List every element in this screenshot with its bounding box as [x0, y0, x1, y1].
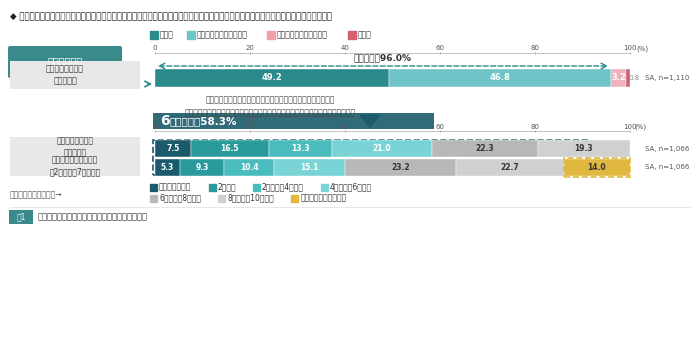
Text: 「減った」96.0%: 「減った」96.0% — [354, 53, 412, 62]
Text: 9.3: 9.3 — [195, 163, 209, 172]
Text: 16.5: 16.5 — [220, 144, 239, 153]
Text: 6: 6 — [160, 114, 169, 128]
Bar — [150, 184, 157, 191]
Bar — [432, 140, 538, 157]
Bar — [291, 195, 298, 202]
Bar — [155, 140, 190, 157]
Bar — [224, 159, 274, 176]
Text: 40: 40 — [341, 45, 349, 51]
Text: 0.8: 0.8 — [628, 75, 640, 81]
Bar — [332, 140, 432, 157]
Text: 人と直接対面するコミュニケーション機会の減少: 人と直接対面するコミュニケーション機会の減少 — [38, 213, 148, 221]
Text: どちらかといえば減った: どちらかといえば減った — [197, 31, 247, 39]
Text: (%): (%) — [634, 124, 646, 130]
Bar — [150, 31, 158, 39]
Text: 60: 60 — [435, 124, 444, 130]
FancyBboxPatch shape — [8, 46, 122, 78]
Text: 49.2: 49.2 — [262, 73, 282, 83]
Text: 20: 20 — [246, 45, 254, 51]
Text: SA, n=1,066: SA, n=1,066 — [645, 146, 690, 152]
Text: SA, n=1,110: SA, n=1,110 — [645, 75, 690, 81]
Bar — [456, 159, 564, 176]
Text: 100: 100 — [623, 124, 637, 130]
Text: SA, n=1,066: SA, n=1,066 — [645, 164, 690, 171]
Bar — [538, 140, 629, 157]
Text: 22.3: 22.3 — [475, 144, 494, 153]
FancyBboxPatch shape — [153, 113, 434, 129]
Text: 60: 60 — [435, 45, 444, 51]
Text: 20: 20 — [246, 117, 254, 123]
Text: 15.1: 15.1 — [300, 163, 319, 172]
Bar — [626, 69, 630, 87]
Text: 直接人と対面: 直接人と対面 — [48, 56, 83, 66]
Text: 図1: 図1 — [16, 213, 26, 221]
FancyBboxPatch shape — [10, 137, 140, 157]
Bar — [347, 31, 356, 39]
Bar — [321, 184, 328, 191]
Text: コロナ禍以前に戻った: コロナ禍以前に戻った — [300, 193, 346, 203]
Text: 40: 40 — [341, 124, 349, 130]
Bar — [190, 140, 269, 157]
Text: 23.2: 23.2 — [391, 163, 410, 172]
Text: 緊急事態宣言中に直接人と対面するコミュニケーション機会が
「減った」または「どちらかといえば減った」人を対象に、その減少度合いを確認: 緊急事態宣言中に直接人と対面するコミュニケーション機会が 「減った」または「どち… — [184, 95, 356, 117]
Bar — [269, 140, 332, 157]
Bar — [253, 184, 260, 191]
FancyBboxPatch shape — [9, 210, 33, 224]
Text: 緊急事態宣言中の
増減の有無: 緊急事態宣言中の 増減の有無 — [46, 64, 84, 86]
Text: 2割以上〜4割未満: 2割以上〜4割未満 — [262, 183, 304, 191]
Text: 緊急事態宣言解除から
約2か月後（7月時点）: 緊急事態宣言解除から 約2か月後（7月時点） — [50, 155, 101, 177]
Bar — [186, 31, 195, 39]
Bar — [180, 159, 224, 176]
Bar — [267, 31, 275, 39]
Text: 22.7: 22.7 — [500, 163, 519, 172]
Text: 8割以上〜10割未満: 8割以上〜10割未満 — [228, 193, 274, 203]
Text: コロナ禍以前と比べて→: コロナ禍以前と比べて→ — [10, 190, 62, 199]
Text: 80: 80 — [531, 124, 540, 130]
Text: 3.2: 3.2 — [611, 73, 626, 83]
Bar — [564, 159, 630, 176]
Text: 割未満計：58.3%: 割未満計：58.3% — [169, 116, 237, 126]
Text: ◆ あなたが職場や学校、外出先などで直接人と対面するコミュニケーション機会は、コロナ禍以前の平常時と比べてどう変化しましたか。: ◆ あなたが職場や学校、外出先などで直接人と対面するコミュニケーション機会は、コ… — [10, 12, 332, 21]
Polygon shape — [360, 115, 380, 127]
Bar — [155, 159, 180, 176]
Bar — [389, 69, 611, 87]
Text: 46.8: 46.8 — [489, 73, 510, 83]
Bar — [346, 159, 456, 176]
Text: 100: 100 — [623, 45, 637, 51]
Text: どちらかといえば増えた: どちらかといえば増えた — [277, 31, 328, 39]
Text: 13.3: 13.3 — [291, 144, 310, 153]
Text: 全くなくなった: 全くなくなった — [159, 183, 191, 191]
FancyBboxPatch shape — [10, 156, 140, 176]
Text: 減った: 減った — [160, 31, 174, 39]
Text: 80: 80 — [531, 45, 540, 51]
Bar — [153, 140, 587, 175]
Text: 0: 0 — [153, 124, 158, 130]
Bar — [150, 195, 157, 202]
Text: 6割以上〜8割未満: 6割以上〜8割未満 — [159, 193, 201, 203]
Text: 21.0: 21.0 — [372, 144, 391, 153]
Text: 5.3: 5.3 — [161, 163, 174, 172]
Bar — [209, 184, 216, 191]
Text: 4割以上〜6割未満: 4割以上〜6割未満 — [330, 183, 372, 191]
FancyBboxPatch shape — [10, 61, 140, 89]
Text: 14.0: 14.0 — [587, 163, 606, 172]
Text: 2割未満: 2割未満 — [218, 183, 236, 191]
Bar — [274, 159, 346, 176]
Text: (%): (%) — [636, 45, 648, 52]
Text: 7.5: 7.5 — [166, 144, 179, 153]
Text: 緊急事態宣言中の
減少度合い: 緊急事態宣言中の 減少度合い — [57, 136, 94, 158]
Text: 10.4: 10.4 — [239, 163, 258, 172]
Text: 0: 0 — [153, 45, 158, 51]
Bar — [611, 69, 626, 87]
Bar — [155, 69, 388, 87]
Text: 増えた: 増えた — [358, 31, 372, 39]
Text: 20: 20 — [246, 124, 254, 130]
Bar — [564, 158, 630, 177]
Text: 19.3: 19.3 — [575, 144, 593, 153]
Bar — [218, 195, 225, 202]
